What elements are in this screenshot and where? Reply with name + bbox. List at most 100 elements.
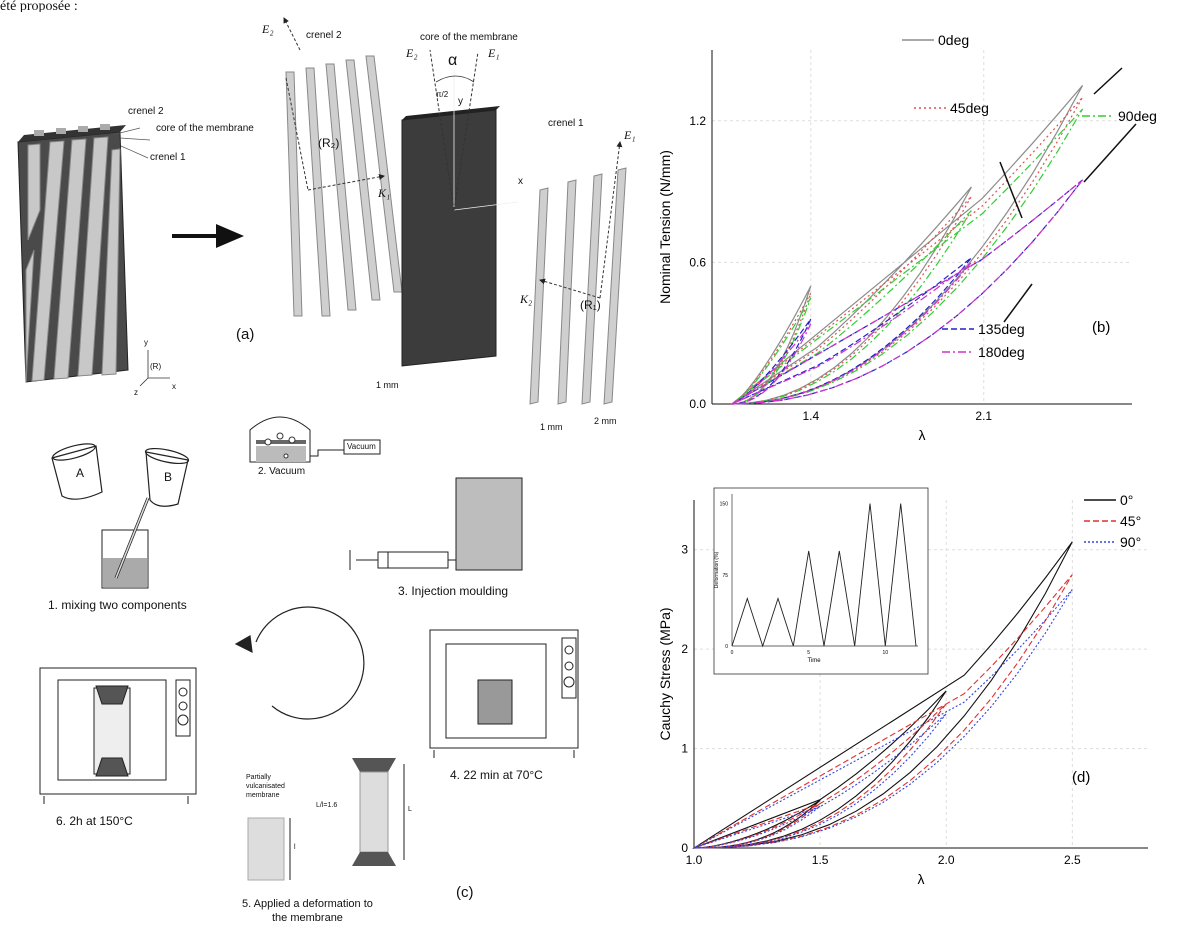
label-r2: (R₂) (318, 136, 340, 150)
chart-d-svg: 0 1 2 3 1.0 1.5 2.0 2.5 λ Cauchy Stress (MPa) 0° 45… (657, 487, 1148, 887)
annotation-arrow (1083, 123, 1137, 183)
chart-d: 0 1 2 3 1.0 1.5 2.0 2.5 λ Cauchy Stress (MPa) 0° 45… (652, 478, 1182, 928)
label-half-pi: π/2 (436, 90, 449, 99)
inset-x-tick: 0 (731, 650, 734, 656)
legend-label: 90deg (1118, 108, 1157, 124)
vacuum-chamber-icon (249, 416, 381, 463)
label-k2: K₂ (520, 292, 533, 306)
inset-x-tick: 5 (807, 650, 810, 656)
label-core-mid: core of the membrane (420, 32, 518, 43)
label-crenel2-mid: crenel 2 (306, 30, 342, 41)
transform-arrow (172, 224, 244, 248)
label-e1-core: E₁ (488, 46, 500, 60)
y-axis-label: Nominal Tension (N/mm) (657, 150, 673, 304)
label-frame-z: z (134, 388, 138, 397)
panel-caption: (d) (1072, 769, 1090, 786)
panel-a: crenel 2 core of the membrane crenel 1 c… (0, 10, 640, 432)
panel-a-drawing (17, 17, 627, 405)
partial-label-2: vulcanisated (246, 783, 285, 790)
label-dim-2mm: 2 mm (594, 416, 617, 426)
x-tick-label: 2.1 (975, 409, 992, 423)
panel-c-caption: (c) (456, 884, 474, 901)
vacuum-box-label: Vacuum (347, 442, 376, 451)
label-crenel2-left: crenel 2 (128, 106, 164, 117)
cup-a-label: A (76, 466, 85, 480)
step-1-label: 1. mixing two components (48, 598, 187, 612)
label-frame-x: x (172, 382, 176, 391)
y-tick-label: 0.0 (689, 397, 706, 411)
inset-x-label: Time (807, 658, 821, 664)
cycle-arrow-icon (234, 606, 365, 720)
series-line-180deg (731, 179, 1084, 405)
label-e1-right: E₁ (624, 128, 636, 142)
cup-a-icon (51, 443, 103, 500)
inset-profile-line (731, 503, 917, 648)
legend-label: 0° (1120, 492, 1133, 508)
inset-y-label: Deformation (%) (714, 551, 720, 588)
partial-label-1: Partially (246, 774, 271, 781)
inset-y-tick: 75 (722, 573, 728, 579)
chart-b: 0.0 0.6 1.2 1.4 2.1 λ Nominal Tension (N/mm) 0d… (652, 20, 1182, 460)
step-2-label: 2. Vacuum (258, 466, 306, 477)
beaker-icon (101, 497, 150, 589)
membrane-3d (17, 124, 170, 387)
legend-label: 45deg (950, 100, 989, 116)
series-line-0deg (730, 85, 1084, 405)
label-core-left: core of the membrane (156, 123, 254, 134)
inset-y-tick: 0 (725, 644, 728, 650)
inset-x-tick: 10 (883, 650, 889, 656)
panel-caption: (b) (1092, 319, 1110, 336)
mould-icon (455, 477, 523, 571)
series-line-45deg (729, 96, 1084, 405)
x-tick-label: 1.5 (812, 853, 829, 867)
y-tick-label: 0 (681, 841, 688, 855)
label-e2-core: E₂ (406, 46, 418, 60)
small-l-label: l (294, 844, 296, 851)
series-line-90deg (729, 108, 1084, 405)
annotation-arrow (1093, 67, 1123, 95)
step-4-label: 4. 22 min at 70°C (450, 768, 543, 782)
step-5-label-line2: the membrane (272, 912, 343, 924)
label-thickness: 1 mm (376, 380, 399, 390)
y-tick-label: 1 (681, 742, 688, 756)
label-crenel1-left: crenel 1 (150, 152, 186, 163)
label-x-axis: x (518, 176, 523, 187)
label-frame-y: y (144, 338, 148, 347)
x-tick-label: 2.5 (1064, 853, 1081, 867)
step-6-label: 6. 2h at 150°C (56, 814, 133, 828)
chart-b-svg: 0.0 0.6 1.2 1.4 2.1 λ Nominal Tension (N/mm) 0d… (657, 32, 1157, 443)
x-axis-label: λ (918, 871, 925, 887)
x-axis-label: λ (919, 427, 926, 443)
y-tick-label: 1.2 (689, 114, 706, 128)
series-line-90 (693, 589, 1073, 849)
x-tick-label: 1.0 (686, 853, 703, 867)
label-dim-1mm: 1 mm (540, 422, 563, 432)
panel-c-drawing (39, 416, 579, 881)
y-tick-label: 3 (681, 543, 688, 557)
step-5-label-line1: 5. Applied a deformation to (242, 898, 373, 910)
panel-c: 1. mixing two components 2. Vacuum 3. In… (0, 400, 640, 928)
label-e2-top: E₂ (262, 22, 274, 36)
annotation-arrow (1003, 283, 1033, 323)
syringe-icon (349, 550, 458, 570)
oven-step4-icon (429, 629, 579, 758)
cup-b-label: B (164, 470, 173, 484)
y-tick-label: 0.6 (689, 255, 706, 269)
annotation-arrow (999, 161, 1023, 219)
x-tick-label: 2.0 (938, 853, 955, 867)
step-3-label: 3. Injection moulding (398, 584, 509, 598)
header-fragment: été proposée : (0, 0, 78, 12)
label-frame-r: (R) (150, 362, 162, 371)
y-tick-label: 2 (681, 642, 688, 656)
cup-b-icon (144, 447, 190, 507)
x-tick-label: 1.4 (802, 409, 819, 423)
label-k1: K₁ (378, 186, 391, 200)
label-alpha: α (448, 52, 458, 69)
oven-step6-icon (39, 667, 197, 804)
legend-label: 90° (1120, 534, 1141, 550)
crenel-1-exploded (529, 167, 627, 405)
legend-label: 180deg (978, 344, 1025, 360)
deformation-sketch (247, 758, 405, 881)
panel-a-caption: (a) (236, 326, 255, 343)
series-line-45 (691, 574, 1073, 849)
